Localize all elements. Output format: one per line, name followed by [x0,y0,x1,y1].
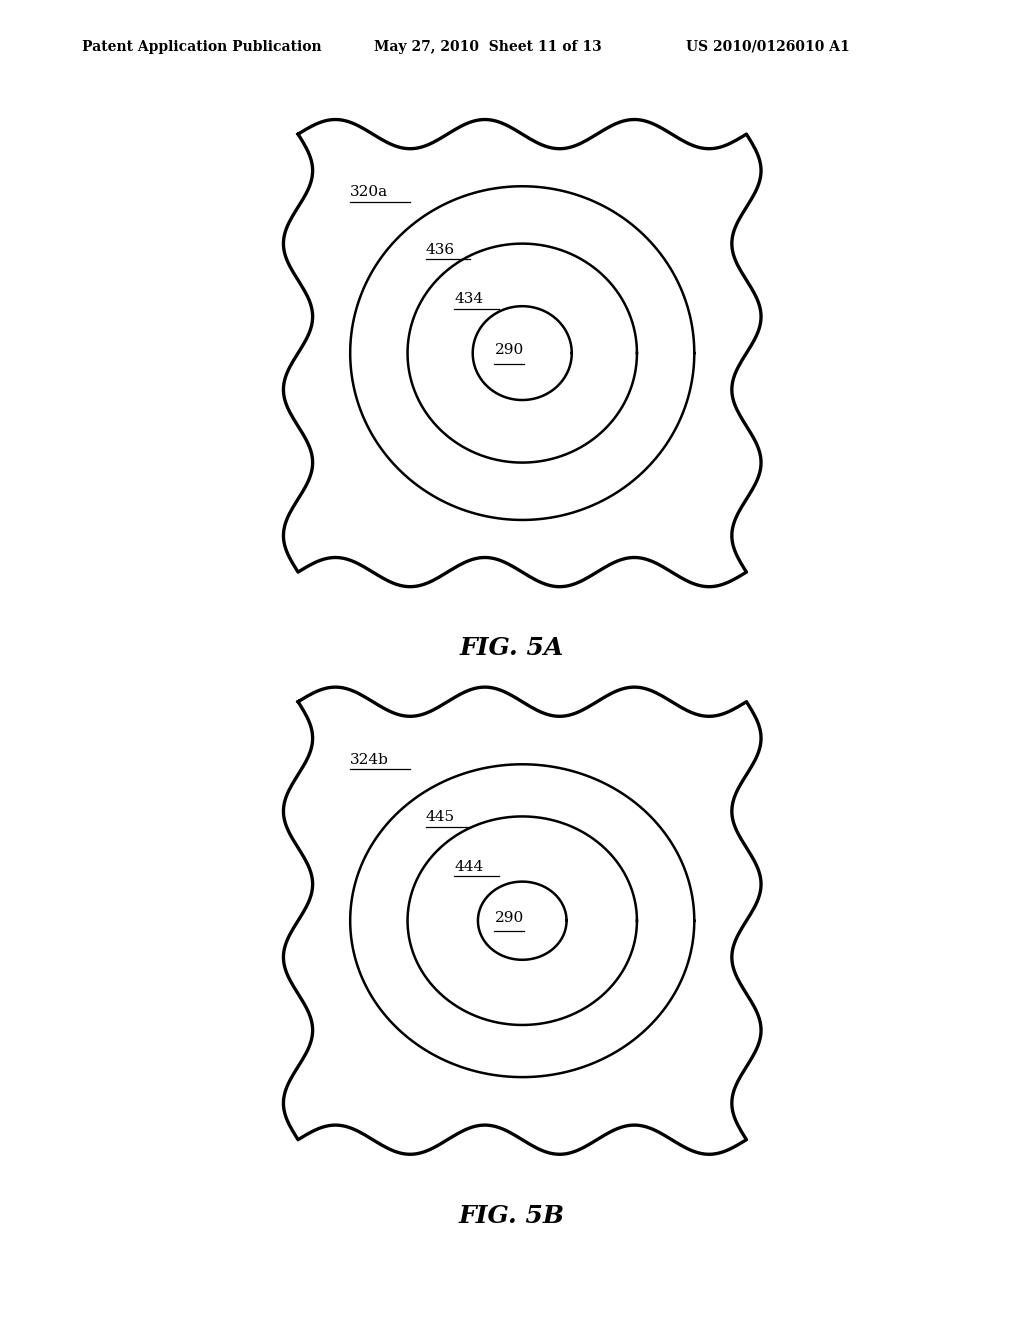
Text: 324b: 324b [350,752,389,767]
Text: US 2010/0126010 A1: US 2010/0126010 A1 [686,40,850,54]
Text: May 27, 2010  Sheet 11 of 13: May 27, 2010 Sheet 11 of 13 [374,40,601,54]
Text: Patent Application Publication: Patent Application Publication [82,40,322,54]
Text: FIG. 5B: FIG. 5B [459,1204,565,1228]
Text: 290: 290 [495,343,524,358]
Text: 445: 445 [426,810,455,824]
Text: 434: 434 [455,292,483,306]
Text: 436: 436 [426,243,455,256]
Text: 444: 444 [455,859,483,874]
Text: FIG. 5A: FIG. 5A [460,636,564,660]
Text: 320a: 320a [350,185,388,199]
Text: 290: 290 [495,911,524,925]
